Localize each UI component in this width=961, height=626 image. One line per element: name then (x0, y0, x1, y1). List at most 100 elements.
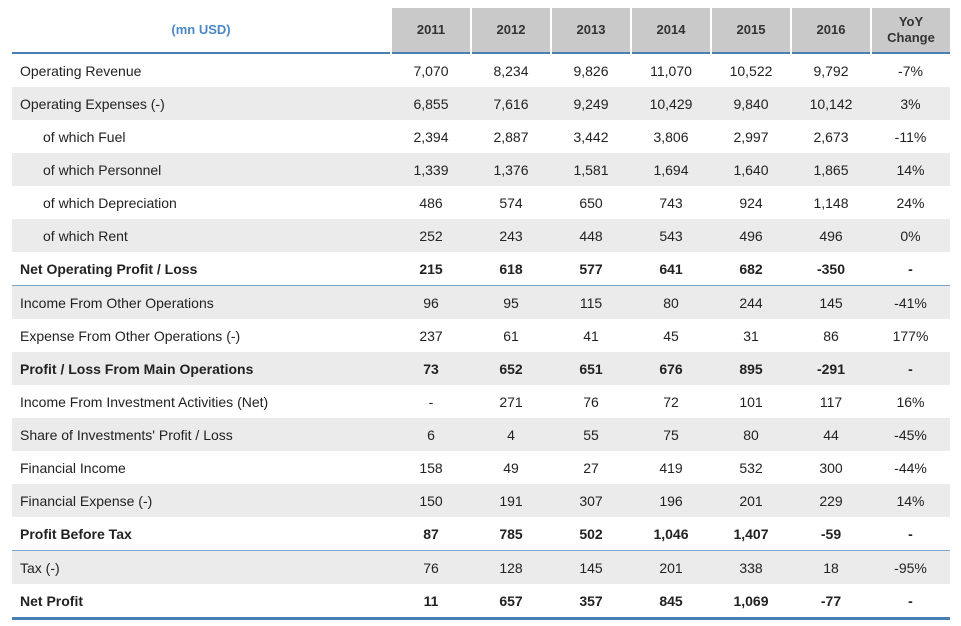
value-cell-2011: 73 (391, 352, 471, 385)
value-cell-2013: 115 (551, 285, 631, 319)
yoy-change-cell: 16% (896, 393, 925, 410)
year-header-2015: 2015 (710, 8, 791, 53)
yoy-change-cell: 0% (871, 219, 950, 252)
value-cell-2013: 651 (551, 352, 631, 385)
yoy-change-cell: - (871, 252, 950, 286)
yoy-header-line1: YoY (898, 14, 924, 29)
row-label: Income From Investment Activities (Net) (20, 393, 269, 410)
value-cell-2012: 1,376 (471, 153, 551, 186)
value-cell-2012: 243 (471, 219, 551, 252)
value-cell-2013: 577 (551, 252, 631, 286)
value-cell-2012: 271 (499, 393, 523, 410)
value-cell-2011: 76 (391, 550, 471, 584)
value-cell-2016: 44 (791, 418, 871, 451)
value-cell-2014: 75 (631, 418, 711, 451)
value-cell-2014: 196 (631, 484, 711, 517)
value-cell-2013: 76 (583, 393, 599, 410)
value-cell-2011: 2,394 (413, 128, 449, 145)
table-row: Operating Revenue 7,070 8,234 9,826 11,070 10… (12, 53, 950, 87)
yoy-change-cell: - (871, 584, 950, 620)
yoy-change-cell: 24% (896, 194, 925, 211)
table-body: Operating Revenue 7,070 8,234 9,826 11,070 10… (12, 53, 950, 620)
table-row: Net Operating Profit / Loss 215 618 577 641 6… (12, 252, 950, 286)
value-cell-2015: 1,407 (711, 517, 791, 551)
row-label: Tax (-) (12, 550, 391, 584)
value-cell-2015: 31 (743, 327, 759, 344)
income-statement-table: (mn USD) 2011 2012 2013 2014 2015 2016 Y… (12, 8, 950, 620)
value-cell-2015: 101 (739, 393, 763, 410)
value-cell-2016: 18 (791, 550, 871, 584)
year-header-2012: 2012 (470, 8, 551, 53)
value-cell-2016: 10,142 (791, 87, 871, 120)
value-cell-2013: 357 (551, 584, 631, 620)
value-cell-2015: 201 (711, 484, 791, 517)
year-header-2016: 2016 (790, 8, 871, 53)
value-cell-2015: 532 (739, 459, 763, 476)
value-cell-2014: 11,070 (650, 62, 692, 79)
row-label: of which Rent (12, 219, 391, 252)
table-row: Net Profit 11 657 357 845 1,069 -77- (12, 584, 950, 620)
value-cell-2014: 641 (631, 252, 711, 286)
table-row: Operating Expenses (-) 6,855 7,616 9,249 10,… (12, 87, 950, 120)
value-cell-2012: 128 (471, 550, 551, 584)
yoy-change-cell: - (871, 517, 950, 551)
year-header-2013: 2013 (550, 8, 631, 53)
value-cell-2016: 300 (819, 459, 843, 476)
value-cell-2011: 252 (391, 219, 471, 252)
row-label: Share of Investments' Profit / Loss (12, 418, 391, 451)
value-cell-2014: 419 (659, 459, 683, 476)
value-cell-2015: 10,522 (729, 62, 773, 79)
value-cell-2013: 9,826 (573, 62, 609, 79)
value-cell-2011: 6,855 (391, 87, 471, 120)
value-cell-2011: 11 (391, 584, 471, 620)
value-cell-2013: 9,249 (551, 87, 631, 120)
value-cell-2016: 145 (791, 285, 871, 319)
yoy-change-cell: -11% (894, 128, 927, 145)
value-cell-2012: 4 (471, 418, 551, 451)
unit-label: (mn USD) (12, 8, 391, 53)
value-cell-2016: 1,148 (813, 194, 849, 211)
yoy-change-cell: - (871, 352, 950, 385)
table-row: Tax (-) 76 128 145 201 338 18 -95% (12, 550, 950, 584)
value-cell-2015: 1,069 (711, 584, 791, 620)
value-cell-2016: 2,673 (813, 128, 849, 145)
value-cell-2012: 95 (471, 285, 551, 319)
table-row: Income From Other Operations 96 95 115 80 244… (12, 285, 950, 319)
value-cell-2013: 650 (579, 194, 603, 211)
value-cell-2015: 244 (711, 285, 791, 319)
value-cell-2012: 191 (471, 484, 551, 517)
table-row: Financial Expense (-) 150 191 307 196 201 229 1… (12, 484, 950, 517)
value-cell-2013: 502 (551, 517, 631, 551)
value-cell-2016: 1,865 (791, 153, 871, 186)
value-cell-2014: 543 (631, 219, 711, 252)
table-row: Profit / Loss From Main Operations 73 652 6… (12, 352, 950, 385)
value-cell-2013: 41 (583, 327, 599, 344)
value-cell-2014: 1,694 (631, 153, 711, 186)
yoy-change-header: YoY Change (870, 8, 950, 53)
value-cell-2011: 237 (419, 327, 443, 344)
value-cell-2016: -59 (791, 517, 871, 551)
value-cell-2013: 3,442 (573, 128, 609, 145)
value-cell-2014: 3,806 (653, 128, 689, 145)
value-cell-2012: 61 (503, 327, 519, 344)
value-cell-2015: 924 (739, 194, 763, 211)
row-label: Operating Revenue (20, 62, 142, 79)
table-row: of which Rent 252 243 448 543 496 496 0% (12, 219, 950, 252)
value-cell-2016: 9,792 (813, 62, 849, 79)
yoy-change-cell: 3% (871, 87, 950, 120)
value-cell-2016: 229 (791, 484, 871, 517)
value-cell-2013: 1,581 (551, 153, 631, 186)
value-cell-2015: 80 (711, 418, 791, 451)
value-cell-2011: 215 (391, 252, 471, 286)
table-row: of which Fuel 2,394 2,887 3,442 3,806 2,997 2,… (12, 120, 950, 153)
yoy-change-cell: 14% (871, 484, 950, 517)
value-cell-2014: 72 (663, 393, 679, 410)
row-label: Net Operating Profit / Loss (12, 252, 391, 286)
row-label: Net Profit (12, 584, 391, 620)
table-row: of which Personnel 1,339 1,376 1,581 1,694 1,… (12, 153, 950, 186)
yoy-change-cell: -95% (871, 550, 950, 584)
value-cell-2016: -77 (791, 584, 871, 620)
value-cell-2012: 49 (503, 459, 519, 476)
row-label: Financial Income (20, 459, 126, 476)
value-cell-2014: 743 (659, 194, 683, 211)
